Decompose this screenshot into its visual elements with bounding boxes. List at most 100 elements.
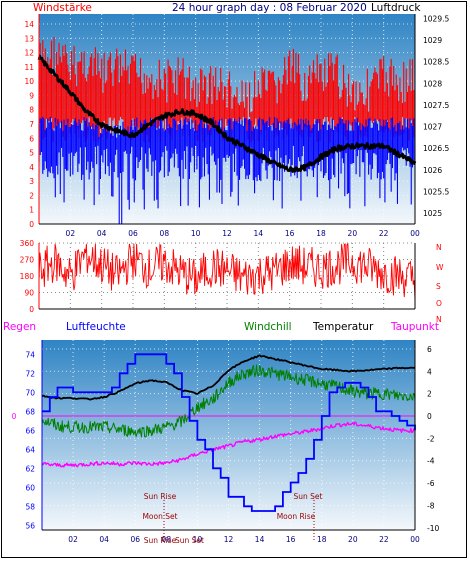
wind-pressure-series [37, 36, 417, 224]
humidity-line [42, 353, 416, 512]
astronomy-annotations: Sun Rise Sun Set Moon Set Moon Rise Sun Rise… [142, 492, 322, 545]
x-tick-label: 08 [160, 229, 170, 238]
windchill-line [41, 364, 416, 438]
astronomy-label: Sun Rise [144, 492, 177, 501]
pressure-tick-label: 1028.5 [423, 58, 449, 67]
x-tick-label: 16 [285, 229, 295, 238]
compass-label: N [436, 243, 442, 252]
temperature-tick-label: 6 [427, 345, 432, 354]
chart-title: 24 hour graph day : 08 Februar 2020 [172, 2, 367, 14]
humidity-tick-label: 74 [25, 350, 35, 359]
x-tick-label: 16 [286, 535, 296, 544]
direction-tick-label: 180 [20, 272, 35, 281]
wind-tick-label: 12 [24, 49, 34, 58]
humidity-tick-label: 56 [25, 521, 35, 530]
wind-tick-label: 0 [29, 220, 34, 229]
x-tick-label: 18 [317, 535, 327, 544]
wind-tick-label: 6 [29, 134, 34, 143]
temperature-tick-label: 4 [427, 367, 432, 376]
temperature-tick-label: -2 [427, 434, 435, 443]
pressure-tick-label: 1026 [423, 166, 442, 175]
humidity-tick-label: 62 [25, 464, 35, 473]
pressure-line [37, 54, 417, 173]
x-tick-label: 00 [410, 535, 420, 544]
legend-dewpoint: Taupunkt [390, 321, 439, 333]
pressure-tick-label: 1026.5 [423, 144, 449, 153]
x-tick-label: 04 [97, 229, 107, 238]
x-tick-label: 20 [348, 229, 358, 238]
rain-tick-label: 0 [12, 412, 17, 421]
wind-tick-label: 3 [29, 177, 34, 186]
temperature-tick-label: -6 [427, 479, 435, 488]
wind-tick-label: 1 [29, 206, 34, 215]
compass-label: W [436, 263, 444, 272]
compass-label: S [436, 282, 441, 291]
humidity-tick-label: 66 [25, 426, 35, 435]
pressure-tick-label: 1029.5 [423, 14, 449, 23]
temperature-tick-label: -8 [427, 501, 435, 510]
x-tick-label: 18 [316, 229, 326, 238]
x-tick-label: 10 [191, 229, 201, 238]
astronomy-label: Moon Rise [277, 512, 316, 521]
direction-tick-label: 90 [24, 289, 34, 298]
wind-pressure-ticks: 02 04 06 08 10 12 14 16 18 20 22 000123456789101112… [24, 14, 449, 238]
humidity-axis-label: Luftfeuchte [66, 321, 126, 333]
wind-tick-label: 8 [29, 106, 34, 115]
x-tick-label: 22 [379, 535, 389, 544]
humidity-tick-label: 72 [25, 369, 35, 378]
direction-tick-label: 270 [20, 256, 35, 265]
astronomy-label: Sun Rise [144, 536, 177, 545]
temp-humidity-series [41, 353, 416, 512]
x-tick-label: 08 [162, 535, 172, 544]
wind-tick-label: 10 [24, 77, 34, 86]
wind-tick-label: 14 [24, 20, 34, 29]
x-tick-label: 02 [66, 229, 76, 238]
pressure-tick-label: 1027.5 [423, 101, 449, 110]
x-tick-label: 10 [193, 535, 203, 544]
x-tick-label: 02 [68, 535, 78, 544]
x-tick-label: 14 [254, 229, 264, 238]
rain-axis-label: Regen [3, 321, 36, 333]
legend-windchill: Windchill [244, 321, 292, 333]
pressure-tick-label: 1028 [423, 79, 442, 88]
x-tick-label: 20 [348, 535, 358, 544]
compass-label: O [436, 299, 442, 308]
x-tick-label: 06 [130, 535, 140, 544]
temperature-tick-label: 0 [427, 412, 432, 421]
humidity-tick-label: 68 [25, 407, 35, 416]
x-tick-label: 06 [128, 229, 138, 238]
legend-temperature: Temperatur [312, 321, 374, 333]
x-tick-label: 14 [255, 535, 265, 544]
x-tick-label: 00 [410, 229, 420, 238]
astronomy-label: Moon Set [142, 512, 177, 521]
humidity-tick-label: 58 [25, 502, 35, 511]
wind-tick-label: 11 [24, 63, 34, 72]
pressure-tick-label: 1025 [423, 209, 442, 218]
temp-humidity-ticks: 02 04 06 08 10 12 14 16 18 20 22 005658606264666870… [12, 345, 440, 544]
pressure-axis-label: Luftdruck [371, 2, 421, 14]
wind-tick-label: 9 [29, 91, 34, 100]
wind-tick-label: 2 [29, 191, 34, 200]
pressure-tick-label: 1025.5 [423, 188, 449, 197]
wind-tick-label: 5 [29, 149, 34, 158]
temperature-tick-label: 2 [427, 390, 432, 399]
pressure-tick-label: 1029 [423, 36, 442, 45]
direction-line [38, 243, 416, 301]
temperature-line [41, 354, 416, 401]
pressure-tick-label: 1027 [423, 123, 442, 132]
x-tick-label: 12 [224, 535, 234, 544]
x-tick-label: 22 [379, 229, 389, 238]
direction-tick-label: 0 [29, 305, 34, 314]
x-tick-label: 04 [99, 535, 109, 544]
humidity-tick-label: 70 [25, 388, 35, 397]
astronomy-label: Sun Set [294, 492, 323, 501]
temperature-tick-label: -10 [427, 524, 439, 533]
temperature-tick-label: -4 [427, 457, 435, 466]
dewpoint-line [41, 421, 416, 468]
wind-axis-label: Windstärke [33, 2, 92, 14]
direction-tick-label: 360 [20, 239, 35, 248]
humidity-tick-label: 60 [25, 483, 35, 492]
wind-tick-label: 13 [24, 34, 34, 43]
